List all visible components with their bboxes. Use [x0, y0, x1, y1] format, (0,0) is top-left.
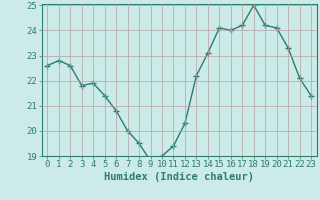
X-axis label: Humidex (Indice chaleur): Humidex (Indice chaleur): [104, 172, 254, 182]
